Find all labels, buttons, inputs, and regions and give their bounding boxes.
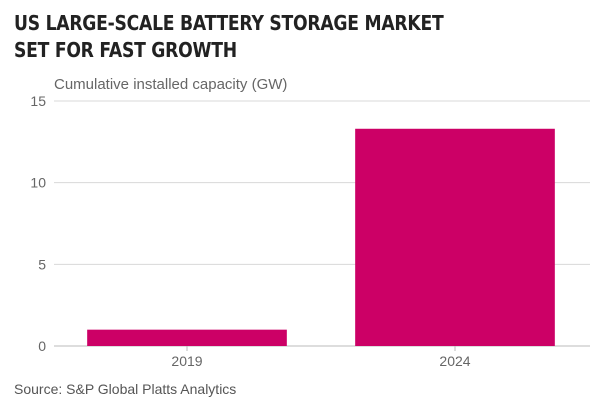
x-tick-labels: 2019 2024 <box>171 346 471 369</box>
y-tick-10: 10 <box>30 175 46 191</box>
y-axis-label: Cumulative installed capacity (GW) <box>54 76 288 93</box>
y-tick-labels: 0 5 10 15 <box>30 93 46 354</box>
bar-2024 <box>355 128 555 346</box>
x-tick-2019: 2019 <box>171 353 202 369</box>
chart-title: US LARGE-SCALE BATTERY STORAGE MARKET SE… <box>14 10 504 64</box>
bars <box>87 128 555 346</box>
y-tick-0: 0 <box>38 338 46 354</box>
chart-title-line-2: SET FOR FAST GROWTH <box>14 38 237 62</box>
chart-title-line-1: US LARGE-SCALE BATTERY STORAGE MARKET <box>14 11 444 35</box>
source-note: Source: S&P Global Platts Analytics <box>14 381 237 397</box>
y-tick-15: 15 <box>30 93 46 109</box>
x-tick-2024: 2024 <box>439 353 470 369</box>
y-tick-5: 5 <box>38 256 46 272</box>
bar-2019 <box>87 329 287 346</box>
